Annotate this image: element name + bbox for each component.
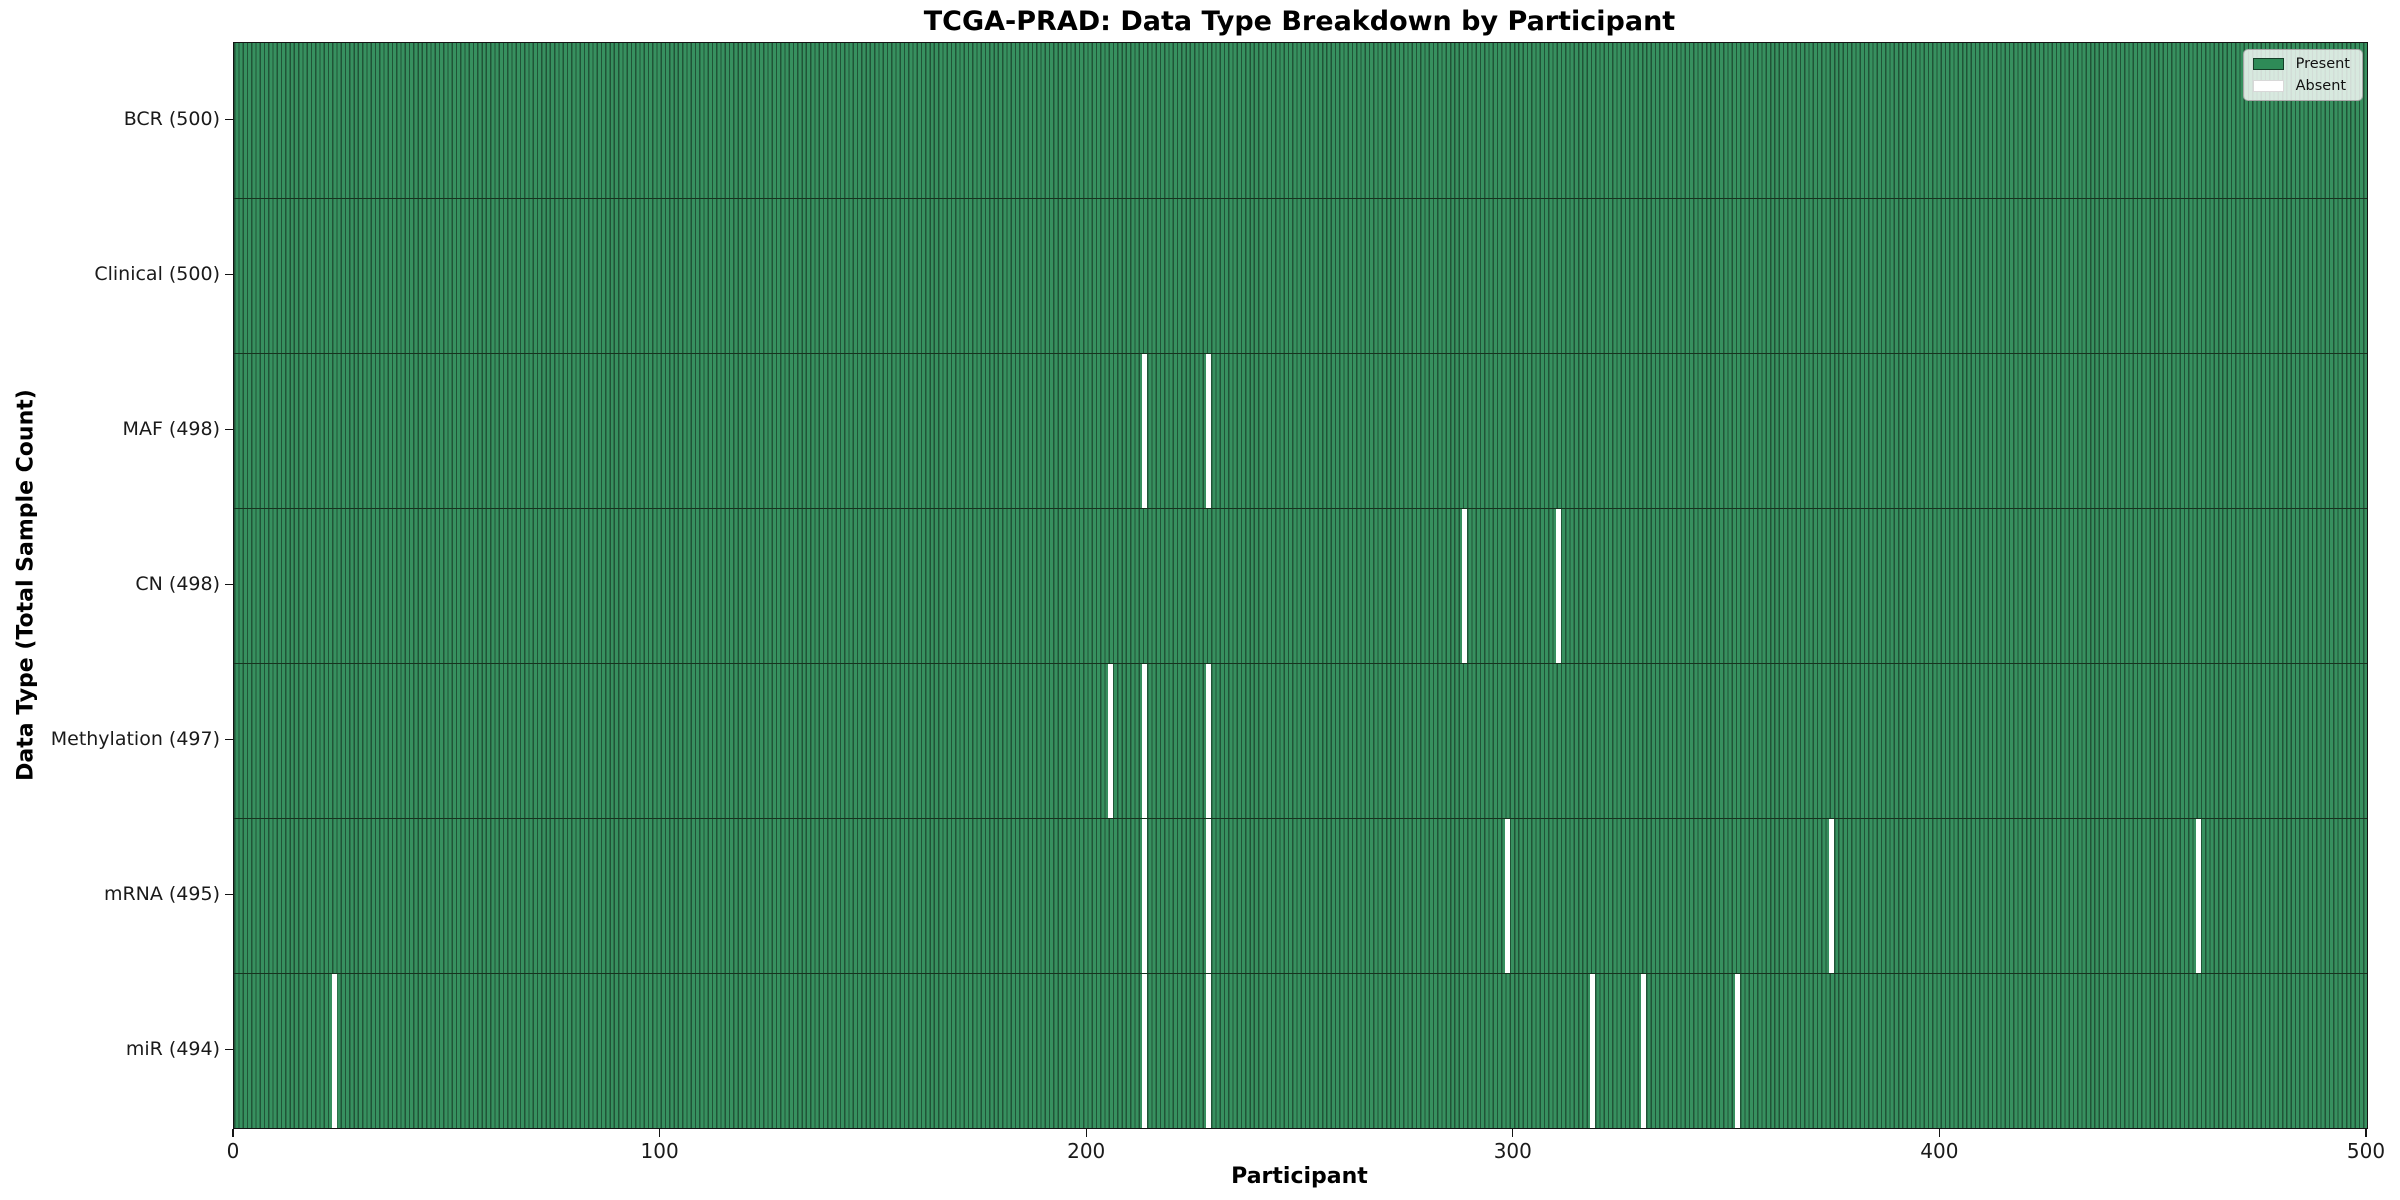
y-tick-label: BCR (500) (123, 107, 220, 130)
absent-marker (1641, 974, 1647, 1128)
absent-marker (1108, 664, 1114, 818)
x-tick-label: 500 (2346, 1139, 2386, 1163)
absent-marker (2196, 819, 2201, 973)
legend: Present Absent (2242, 49, 2363, 101)
y-tick-label: miR (494) (125, 1037, 220, 1060)
heatmap-row-clinical (234, 198, 2367, 353)
y-tick-label: CN (498) (135, 572, 220, 595)
y-tick (225, 1048, 233, 1051)
x-tick-label: 400 (1920, 1139, 1959, 1163)
x-tick (232, 1129, 234, 1137)
x-tick (2365, 1129, 2367, 1137)
y-tick (225, 118, 233, 121)
y-tick (225, 583, 233, 586)
x-tick-label: 300 (1493, 1139, 1532, 1163)
absent-marker (1206, 354, 1212, 508)
absent-marker (1829, 819, 1835, 973)
absent-marker (1142, 819, 1148, 973)
absent-marker (1462, 509, 1468, 663)
y-tick (225, 273, 233, 276)
absent-marker (1556, 509, 1562, 663)
x-tick-label: 100 (640, 1139, 679, 1163)
legend-absent-swatch (2252, 79, 2284, 92)
heatmap-row-maf (234, 353, 2367, 508)
heatmap-row-cn (234, 508, 2367, 663)
heatmap-row-bcr (234, 43, 2367, 198)
absent-marker (1735, 974, 1741, 1128)
legend-present-label: Present (2295, 56, 2350, 72)
x-tick (1938, 1129, 1941, 1137)
legend-absent-label: Absent (2295, 77, 2347, 94)
x-tick (1085, 1129, 1087, 1137)
absent-marker (1142, 664, 1148, 818)
y-tick (225, 428, 233, 431)
x-axis-label: Participant (1231, 1164, 1368, 1189)
heatmap-row-mrna (234, 818, 2367, 973)
y-tick-label: Methylation (497) (50, 727, 220, 750)
y-tick (225, 738, 233, 741)
y-tick-label: Clinical (500) (94, 262, 220, 285)
absent-marker (1142, 974, 1148, 1128)
x-tick-label: 0 (226, 1139, 240, 1163)
heatmap-row-methylation (234, 663, 2367, 818)
absent-marker (1142, 354, 1148, 508)
y-tick-label: mRNA (495) (103, 882, 220, 905)
plot-area: Present Absent (233, 42, 2368, 1129)
x-tick (658, 1129, 661, 1137)
legend-entry-absent: Absent (2252, 77, 2350, 94)
absent-marker (1206, 819, 1212, 973)
x-tick-label: 200 (1067, 1139, 1106, 1163)
y-tick (225, 893, 233, 896)
chart-title: TCGA-PRAD: Data Type Breakdown by Partic… (923, 6, 1676, 37)
heatmap-rows (234, 43, 2367, 1128)
absent-marker (1206, 974, 1212, 1128)
absent-marker (1504, 819, 1510, 973)
x-tick (1512, 1129, 1514, 1137)
absent-marker (1206, 664, 1212, 818)
legend-present-swatch (2252, 58, 2284, 71)
y-tick-label: MAF (498) (122, 417, 220, 440)
legend-entry-present: Present (2252, 56, 2350, 72)
absent-marker (331, 974, 337, 1128)
heatmap-row-mir (234, 973, 2367, 1128)
absent-marker (1590, 974, 1596, 1128)
